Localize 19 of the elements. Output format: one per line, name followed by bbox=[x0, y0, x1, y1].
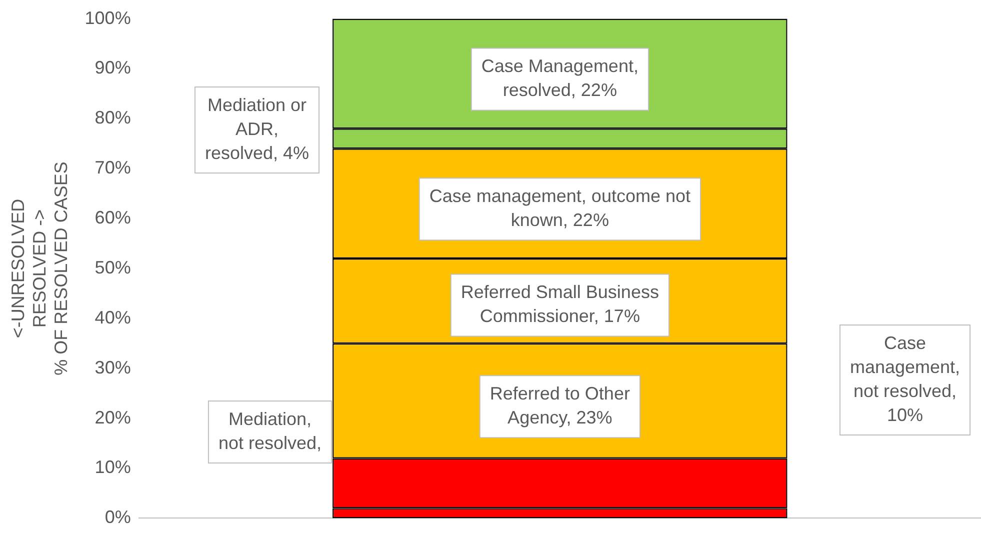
y-tick-label: 30% bbox=[94, 357, 131, 378]
y-tick-label: 60% bbox=[94, 208, 131, 228]
annotation: Mediation or ADR, resolved, 4% bbox=[204, 94, 310, 163]
y-tick-label: 70% bbox=[94, 158, 131, 178]
y-tick-label: 0% bbox=[104, 507, 131, 528]
y-tick-label: 80% bbox=[94, 108, 131, 128]
data-label: Case Management, resolved, 22% bbox=[481, 56, 638, 100]
data-label: Case management, outcome not known, 22% bbox=[429, 186, 690, 230]
y-tick-label: 10% bbox=[94, 457, 131, 478]
y-tick-label: 50% bbox=[94, 257, 131, 278]
y-tick-label: 90% bbox=[94, 58, 131, 78]
y-axis-title: <-UNRESOLVED RESOLVED -> % OF RESOLVED CASES bbox=[8, 162, 71, 376]
y-tick-label: 100% bbox=[84, 8, 131, 28]
y-tick-label: 40% bbox=[94, 307, 131, 328]
annotation: Mediation, not resolved, bbox=[218, 408, 322, 453]
y-tick-label: 20% bbox=[94, 407, 131, 428]
annotation: Case management, not resolved, 10% bbox=[850, 332, 960, 425]
data-label: Referred Small Business Commissioner, 17% bbox=[460, 282, 659, 326]
data-label: Referred to Other Agency, 23% bbox=[490, 384, 630, 428]
